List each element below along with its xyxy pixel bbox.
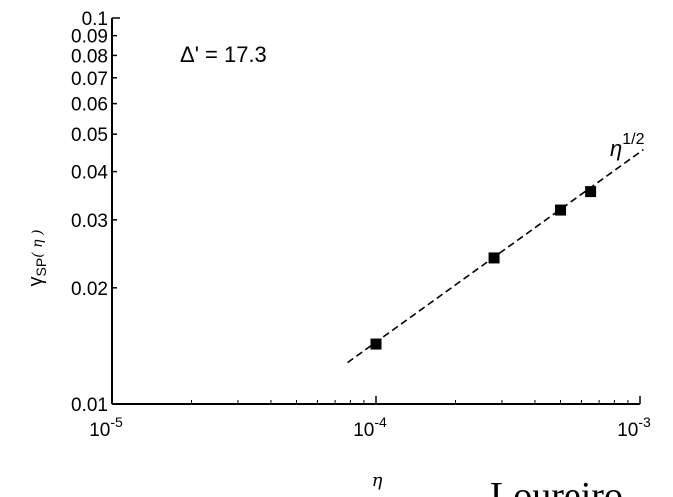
x-tick-label: 10-4 bbox=[353, 414, 387, 441]
overlay-text: Loureiro bbox=[490, 475, 623, 497]
data-point bbox=[585, 186, 597, 198]
x-tick-label: 10-3 bbox=[617, 414, 651, 441]
data-points bbox=[370, 186, 597, 350]
ticks: 10-5 10-4 10-3 0.01 0.02 0.03 0.04 0.05 0.06 0.07… bbox=[71, 9, 651, 441]
y-tick-label: 0.01 bbox=[71, 395, 108, 416]
y-tick-label: 0.09 bbox=[71, 27, 108, 48]
slope-annotation-base: η bbox=[610, 136, 622, 161]
x-axis-label: η bbox=[372, 470, 383, 491]
y-axis-label-main: γ bbox=[25, 276, 47, 286]
y-tick-label: 0.04 bbox=[71, 163, 108, 184]
y-axis-label-arg: ( η ) bbox=[30, 230, 46, 258]
y-axis-label: γSP( η ) bbox=[25, 230, 49, 287]
y-tick-label: 0.1 bbox=[82, 9, 108, 30]
y-tick-label: 0.08 bbox=[71, 46, 108, 67]
y-tick-label: 0.03 bbox=[71, 211, 108, 232]
slope-annotation-exp: 1/2 bbox=[622, 131, 644, 148]
slope-annotation: η1/2 bbox=[610, 131, 645, 161]
y-tick-label: 0.02 bbox=[71, 279, 108, 300]
data-point bbox=[370, 338, 382, 350]
delta-annotation: Δ' = 17.3 bbox=[180, 42, 267, 67]
data-point bbox=[555, 204, 567, 216]
y-tick-label: 0.05 bbox=[71, 125, 108, 146]
y-axis-label-sub: SP bbox=[33, 258, 49, 277]
x-tick-label: 10-5 bbox=[89, 414, 123, 441]
y-tick-label: 0.07 bbox=[71, 69, 108, 90]
data-point bbox=[488, 252, 500, 264]
y-tick-label: 0.06 bbox=[71, 95, 108, 116]
